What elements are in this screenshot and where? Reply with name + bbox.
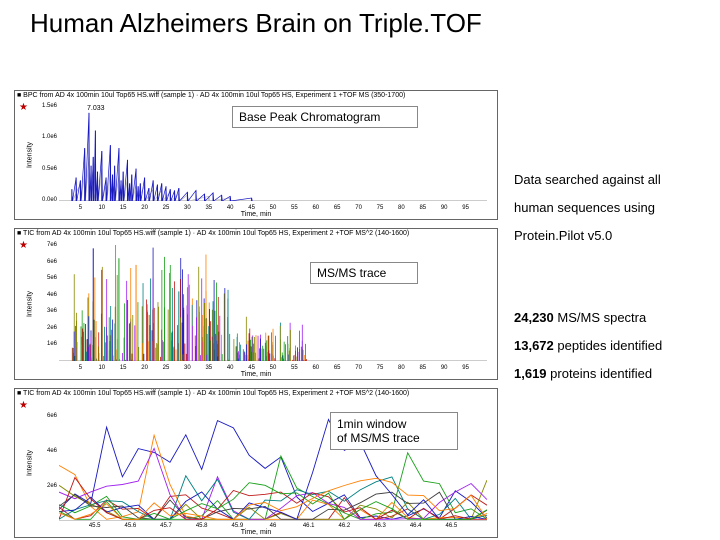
side-line3: Protein.Pilot v5.0 <box>514 228 612 243</box>
panel1-xlabel: Time, min <box>241 211 271 218</box>
star-icon: ★ <box>19 240 28 251</box>
side-line4: 24,230 MS/MS spectra <box>514 310 646 325</box>
side-line5: 13,672 peptides identified <box>514 338 662 353</box>
chart-panel-zoom: ■ TIC from AD 4x 100min 10ul Top65 HS.wi… <box>14 388 498 538</box>
panel2-ylabel: Intensity <box>27 291 34 317</box>
overlay-msms: MS/MS trace <box>310 262 418 284</box>
panel1-peak-label: 7.033 <box>87 105 105 112</box>
panel2-plot <box>59 245 487 361</box>
panel1-header: ■ BPC from AD 4x 100min 10ul Top65 HS.wi… <box>17 92 405 99</box>
panel2-xlabel: Time, min <box>241 371 271 378</box>
chart-panel-msms: ■ TIC from AD 4x 100min 10ul Top65 HS.wi… <box>14 228 498 380</box>
overlay-bpc: Base Peak Chromatogram <box>232 106 418 128</box>
panel3-ylabel: Intensity <box>27 450 34 476</box>
star-icon: ★ <box>19 102 28 113</box>
panel3-header: ■ TIC from AD 4x 100min 10ul Top65 HS.wi… <box>17 390 409 397</box>
overlay-window: 1min window of MS/MS trace <box>330 412 458 450</box>
slide-title: Human Alzheimers Brain on Triple.TOF <box>30 8 482 39</box>
panel1-ylabel: Intensity <box>27 142 34 168</box>
side-line2: human sequences using <box>514 200 655 215</box>
panel2-header: ■ TIC from AD 4x 100min 10ul Top65 HS.wi… <box>17 230 409 237</box>
side-line6: 1,619 proteins identified <box>514 366 652 381</box>
side-line1: Data searched against all <box>514 172 661 187</box>
star-icon: ★ <box>19 400 28 411</box>
panel3-xlabel: Time, min <box>241 529 271 536</box>
